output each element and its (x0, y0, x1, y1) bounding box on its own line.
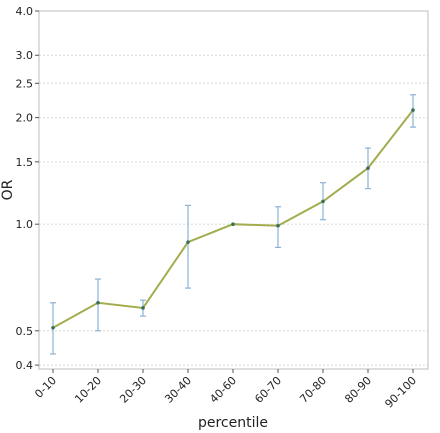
x-tick-label: 80-90 (342, 374, 374, 406)
y-axis-title: OR (0, 179, 16, 200)
data-point (141, 306, 145, 310)
y-tick-label: 1.0 (16, 218, 34, 231)
y-axis-ticks: 0.4 0.5 1.0 1.5 2.0 2.5 3.0 4.0 (16, 5, 39, 372)
y-tick-label: 2.5 (16, 77, 34, 90)
x-tick-label: 90-100 (382, 374, 419, 411)
data-point (366, 166, 370, 170)
data-point (231, 222, 235, 226)
data-point (96, 300, 100, 305)
y-tick-label: 4.0 (16, 5, 34, 18)
data-point (321, 199, 325, 204)
data-point (276, 223, 280, 228)
x-tick-label: 60-70 (252, 374, 284, 406)
x-axis-ticks: 0-10 10-20 20-30 30-40 40-60 60-70 70-80 80-90 9… (32, 369, 419, 411)
x-tick-label: 70-80 (297, 374, 329, 406)
y-tick-label: 0.5 (16, 325, 34, 338)
x-tick-label: 0-10 (32, 374, 59, 401)
x-tick-label: 40-60 (207, 374, 239, 406)
or-series-line (52, 109, 414, 329)
x-tick-label: 20-30 (117, 374, 149, 406)
y-tick-label: 1.5 (16, 156, 34, 169)
y-tick-label: 2.0 (16, 112, 34, 125)
y-tick-label: 0.4 (16, 359, 34, 372)
plot-frame (38, 10, 429, 370)
data-points (51, 108, 415, 330)
data-point (51, 325, 55, 330)
x-tick-label: 30-40 (162, 374, 194, 406)
data-point (186, 240, 190, 244)
x-axis-title: percentile (198, 415, 268, 431)
x-tick-label: 10-20 (72, 374, 104, 406)
y-tick-label: 3.0 (16, 49, 34, 62)
data-point (411, 108, 415, 112)
